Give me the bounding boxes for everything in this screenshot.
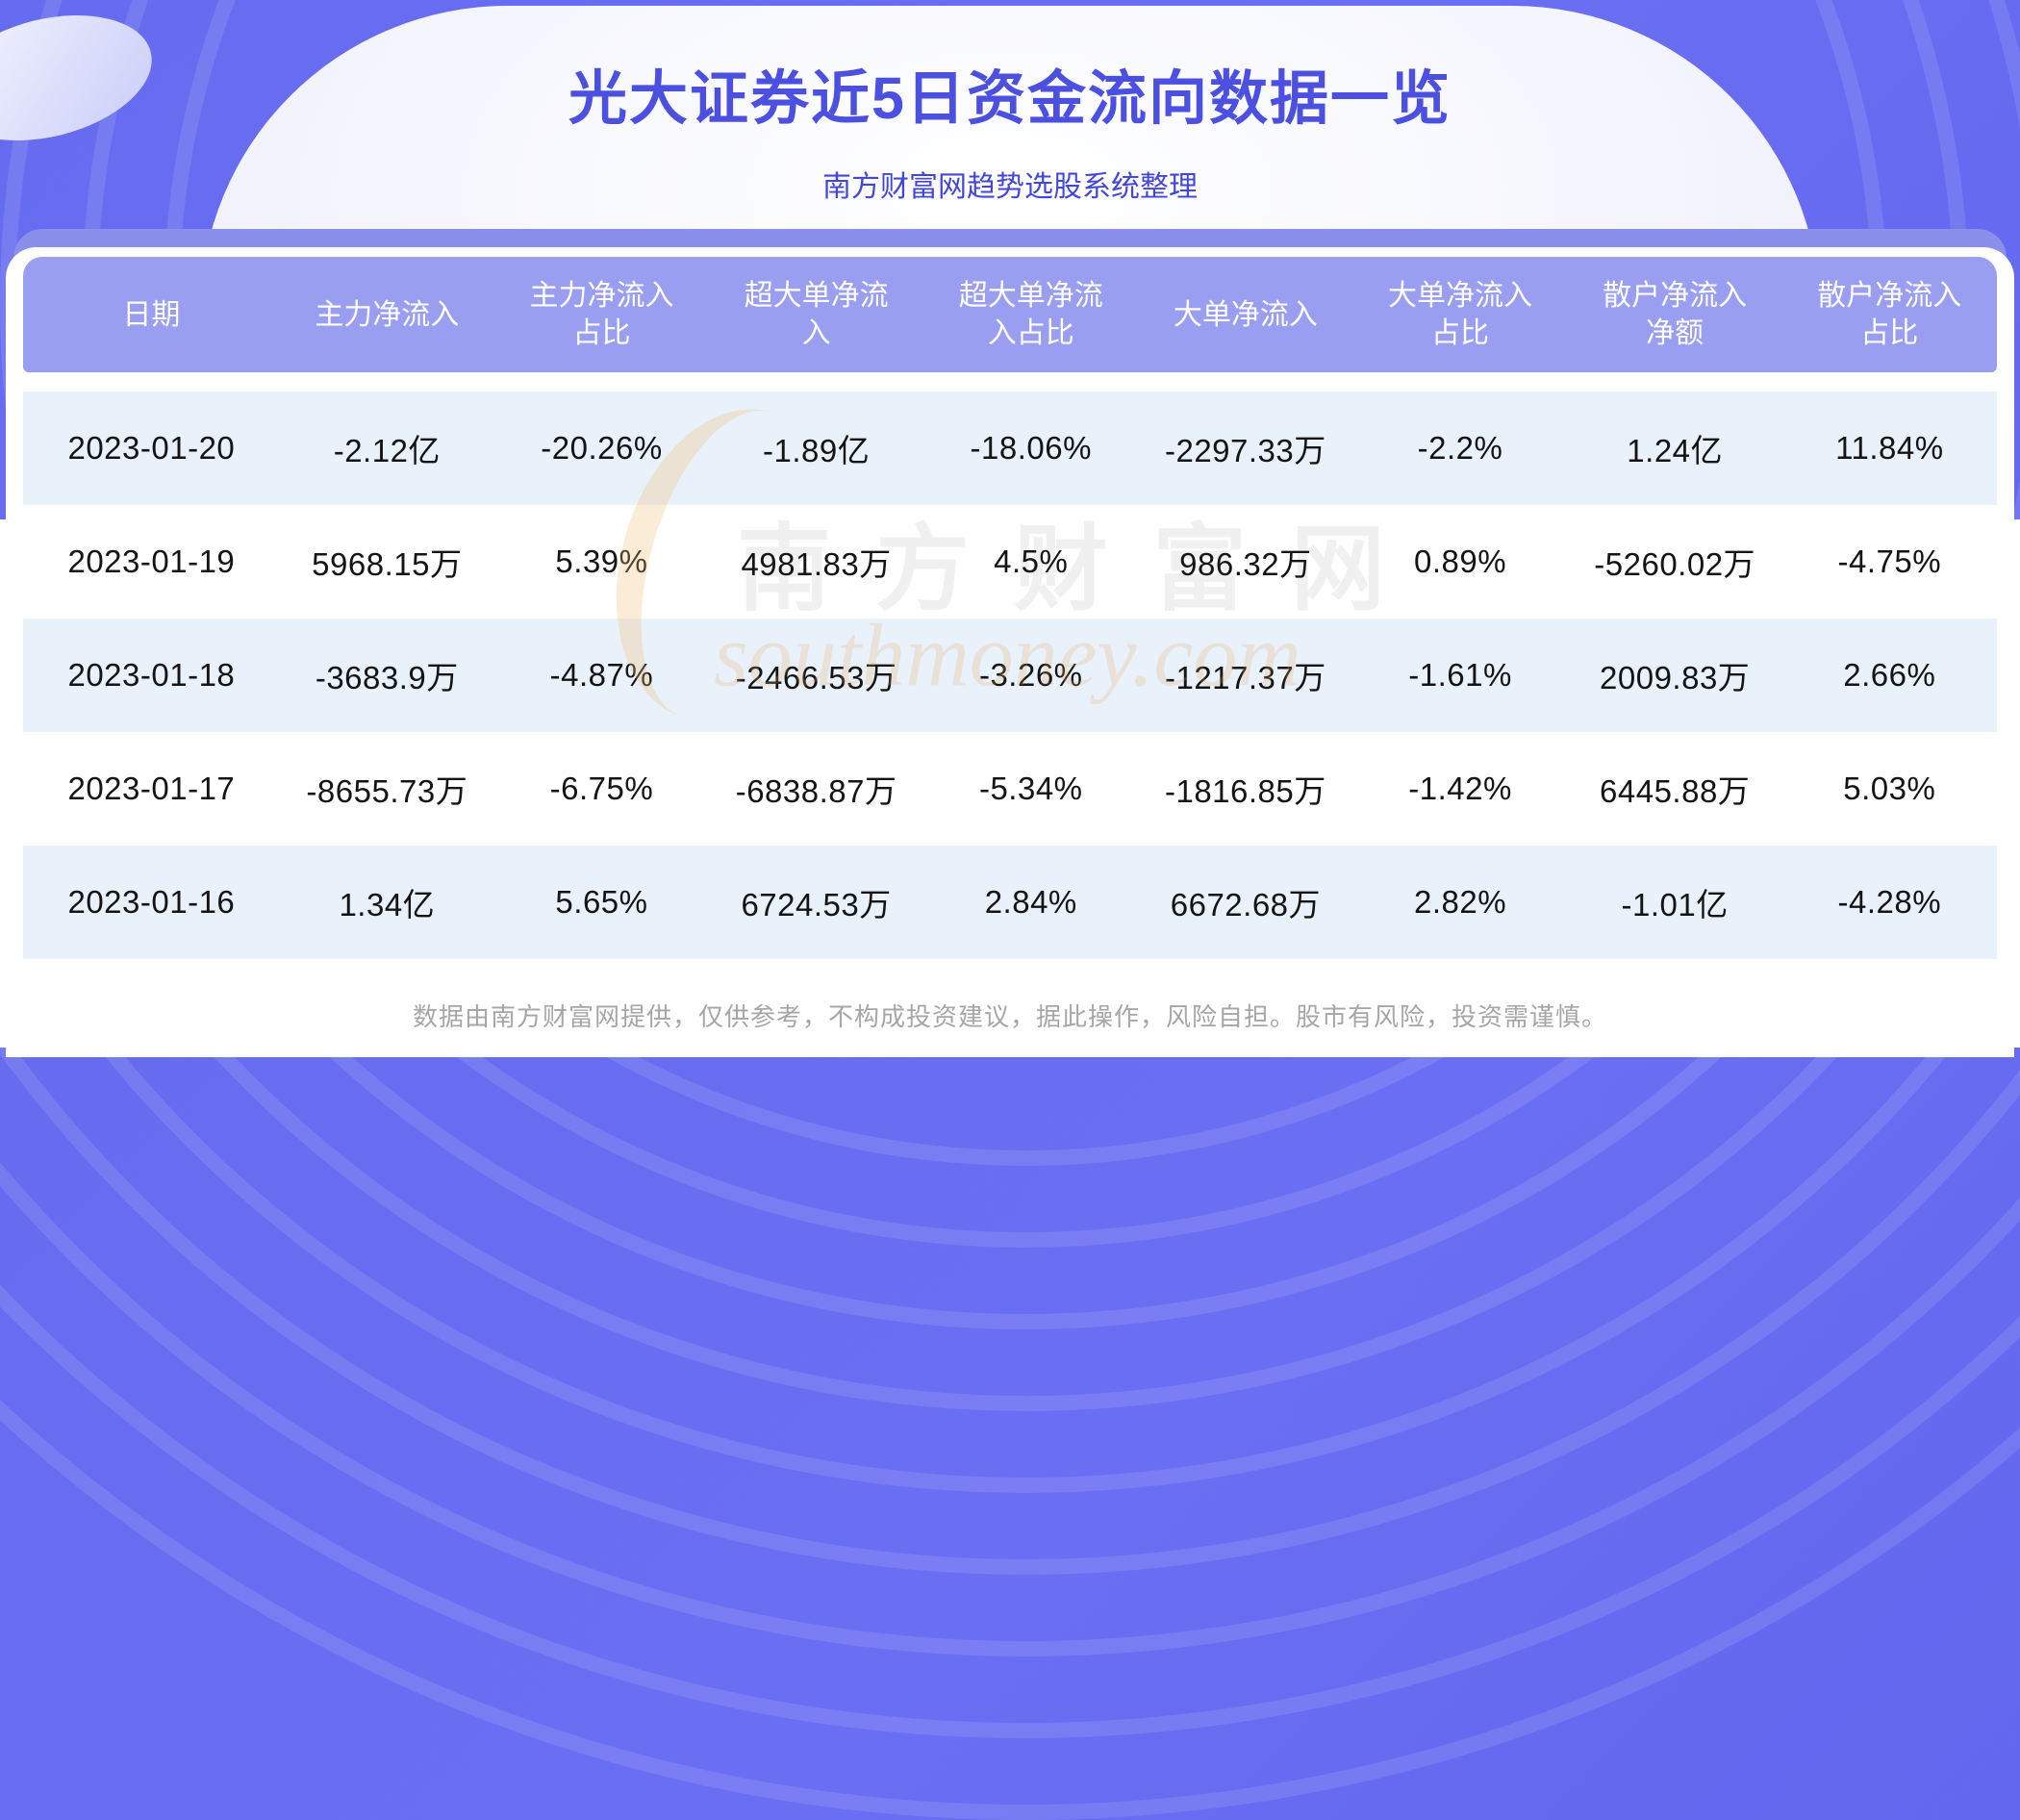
table-cell: 5968.15万 xyxy=(312,546,463,582)
table-cell: 6672.68万 xyxy=(1170,887,1322,923)
table-header-row: 日期 主力净流入 主力净流入占比 超大单净流入 超大单净流入占比 大单净流入 大单净流入占比… xyxy=(23,257,1997,372)
table-cell: 2023-01-16 xyxy=(67,884,236,920)
data-card: 南方财富网 southmoney.com 日期 主力净流入 主力净流入占比 超大单净流… xyxy=(6,247,2014,1057)
table-cell: 4.5% xyxy=(994,543,1069,579)
table-cell: 2023-01-20 xyxy=(67,430,236,466)
table-cell: 2.66% xyxy=(1843,657,1936,693)
table-cell: 11.84% xyxy=(1835,430,1944,466)
table-cell: -3.26% xyxy=(978,657,1083,693)
table-cell: 2.82% xyxy=(1413,884,1507,920)
table-cell: -1.61% xyxy=(1408,657,1512,693)
disclaimer-text: 数据由南方财富网提供，仅供参考，不构成投资建议，据此操作，风险自担。股市有风险，… xyxy=(412,1002,1607,1031)
table-cell: -4.75% xyxy=(1837,543,1942,579)
header-cell: 超大单净流入 xyxy=(744,280,889,349)
table-cell: 2.84% xyxy=(984,884,1077,920)
title-block: 光大证券近5日资金流向数据一览 南方财富网趋势选股系统整理 xyxy=(0,50,2020,205)
table-cell: 5.03% xyxy=(1843,771,1936,806)
table-cell: -2466.53万 xyxy=(735,660,897,695)
table-cell: -2.2% xyxy=(1417,430,1503,466)
table-cell: -4.28% xyxy=(1837,884,1942,920)
table-cell: -18.06% xyxy=(970,430,1092,466)
header-cell: 主力净流入占比 xyxy=(529,280,674,349)
table-cell: 4981.83万 xyxy=(741,546,892,582)
table-cell: 5.39% xyxy=(555,543,648,579)
table-row: 2023-01-18 -3683.9万 -4.87% -2466.53万 -3.26% -… xyxy=(23,619,1997,732)
table-cell: -1816.85万 xyxy=(1164,773,1326,809)
header-cell: 日期 xyxy=(122,298,181,331)
table-cell: -3683.9万 xyxy=(315,660,459,695)
table-cell: 1.24亿 xyxy=(1627,433,1724,468)
table-cell: -20.26% xyxy=(541,430,663,466)
table-cell: -1.42% xyxy=(1408,771,1512,806)
table-cell: 2023-01-17 xyxy=(67,771,236,806)
table-cell: 6724.53万 xyxy=(741,887,892,923)
header-cell: 主力净流入 xyxy=(315,298,460,331)
header-cell: 大单净流入 xyxy=(1173,298,1318,331)
table-cell: -1.01亿 xyxy=(1621,887,1729,923)
table-cell: 2009.83万 xyxy=(1600,660,1751,695)
table-cell: -4.87% xyxy=(549,657,654,693)
header-cell: 超大单净流入占比 xyxy=(958,280,1103,349)
table-cell: -1.89亿 xyxy=(762,433,871,468)
table-cell: 2023-01-19 xyxy=(67,543,236,579)
table-cell: 6445.88万 xyxy=(1600,773,1751,809)
header-cell: 大单净流入占比 xyxy=(1388,280,1533,349)
table-row: 2023-01-16 1.34亿 5.65% 6724.53万 2.84% 6672.68… xyxy=(23,846,1997,959)
header-cell: 散户净流入占比 xyxy=(1817,280,1962,349)
table-row: 2023-01-17 -8655.73万 -6.75% -6838.87万 -5.34%… xyxy=(23,732,1997,846)
table-cell: -1217.37万 xyxy=(1164,660,1326,695)
table-cell: -5.34% xyxy=(978,771,1083,806)
page-subtitle: 南方财富网趋势选股系统整理 xyxy=(822,171,1198,203)
table-cell: 5.65% xyxy=(555,884,648,920)
table-row: 2023-01-19 5968.15万 5.39% 4981.83万 4.5% 986.3… xyxy=(23,505,1997,619)
page-title: 光大证券近5日资金流向数据一览 xyxy=(568,65,1452,131)
table-cell: -5260.02万 xyxy=(1594,546,1756,582)
table-row: 2023-01-20 -2.12亿 -20.26% -1.89亿 -18.06% -229… xyxy=(23,392,1997,505)
table-cell: -6838.87万 xyxy=(735,773,897,809)
table-cell: -8655.73万 xyxy=(306,773,468,809)
table-cell: -2.12亿 xyxy=(333,433,441,468)
header-cell: 散户净流入净额 xyxy=(1603,280,1748,349)
table-cell: 986.32万 xyxy=(1179,546,1312,582)
table-cell: 1.34亿 xyxy=(339,887,436,923)
table-cell: 0.89% xyxy=(1413,543,1507,579)
table-cell: -6.75% xyxy=(549,771,654,806)
table-cell: 2023-01-18 xyxy=(67,657,236,693)
table-cell: -2297.33万 xyxy=(1164,433,1326,468)
table-body: 2023-01-20 -2.12亿 -20.26% -1.89亿 -18.06% -229… xyxy=(23,392,1997,959)
